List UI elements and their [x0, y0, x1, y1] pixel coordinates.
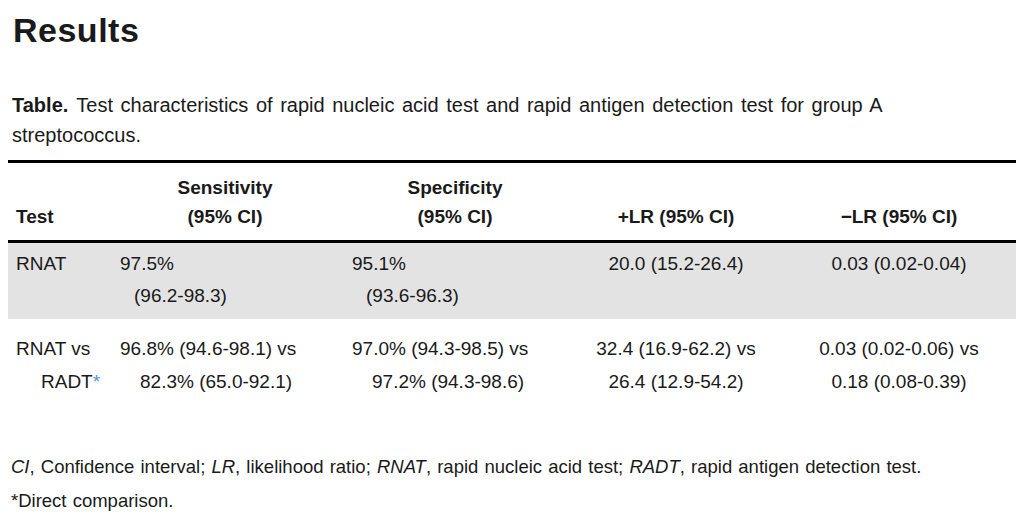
cell-specificity-line2: (93.6-96.3)	[352, 280, 570, 312]
abbr-rnat-definition: , rapid nucleic acid test;	[426, 456, 629, 477]
table-header-row: Test Sensitivity (95% CI) Specificity (9…	[8, 163, 1016, 240]
cell-sensitivity-line2: (96.2-98.3)	[120, 280, 340, 312]
cell-positive-lr: 20.0 (15.2-26.4)	[570, 248, 782, 312]
cell-test-line2-text: RADT	[41, 371, 93, 392]
cell-specificity-line1: 97.0% (94.3-98.5) vs	[352, 332, 570, 365]
cell-positive-lr-value: 20.0 (15.2-26.4)	[570, 248, 782, 280]
direct-comparison-note: *Direct comparison.	[11, 490, 1008, 511]
cell-positive-lr-line2: 26.4 (12.9-54.2)	[570, 365, 782, 398]
column-header-sensitivity: Sensitivity (95% CI)	[110, 173, 340, 231]
abbr-ci-definition: , Confidence interval;	[30, 456, 212, 477]
table-caption-label: Table.	[12, 94, 68, 116]
column-header-test: Test	[8, 202, 110, 231]
cell-sensitivity-line2: 82.3% (65.0-92.1)	[120, 365, 340, 398]
abbr-lr: LR	[211, 456, 235, 477]
column-header-sensitivity-line1: Sensitivity	[110, 173, 340, 202]
abbr-rnat: RNAT	[377, 456, 426, 477]
section-heading: Results	[13, 10, 1008, 50]
cell-sensitivity: 97.5% (96.2-98.3)	[110, 248, 340, 312]
cell-negative-lr-value: 0.03 (0.02-0.04)	[782, 248, 1016, 280]
column-header-specificity-line1: Specificity	[340, 173, 570, 202]
table-row-rnat: RNAT 97.5% (96.2-98.3) 95.1% (93.6-96.3)…	[8, 243, 1016, 319]
cell-sensitivity-line1: 96.8% (94.6-98.1) vs	[120, 332, 340, 365]
cell-positive-lr-line1: 32.4 (16.9-62.2) vs	[570, 332, 782, 365]
column-header-sensitivity-line2: (95% CI)	[110, 202, 340, 231]
cell-test-value: RNAT	[16, 248, 110, 280]
cell-negative-lr: 0.03 (0.02-0.06) vs 0.18 (0.08-0.39)	[782, 332, 1016, 398]
cell-sensitivity-line1: 97.5%	[120, 248, 340, 280]
abbr-radt-definition: , rapid antigen detection test.	[680, 456, 922, 477]
cell-positive-lr: 32.4 (16.9-62.2) vs 26.4 (12.9-54.2)	[570, 332, 782, 398]
cell-test-line1: RNAT vs	[16, 332, 110, 365]
cell-negative-lr-line2: 0.18 (0.08-0.39)	[782, 365, 1016, 398]
column-header-specificity: Specificity (95% CI)	[340, 173, 570, 231]
abbreviations-line: CI, Confidence interval; LR, likelihood …	[11, 456, 1008, 477]
cell-test-line2: RADT*	[16, 365, 110, 398]
column-header-specificity-line2: (95% CI)	[340, 202, 570, 231]
cell-test: RNAT	[8, 248, 110, 312]
cell-test: RNAT vs RADT*	[8, 332, 110, 398]
column-header-negative-lr: −LR (95% CI)	[782, 202, 1016, 231]
table-caption-text: Test characteristics of rapid nucleic ac…	[12, 94, 881, 146]
column-header-test-label: Test	[16, 202, 110, 231]
cell-negative-lr: 0.03 (0.02-0.04)	[782, 248, 1016, 312]
cell-sensitivity: 96.8% (94.6-98.1) vs 82.3% (65.0-92.1)	[110, 332, 340, 398]
column-header-positive-lr: +LR (95% CI)	[570, 202, 782, 231]
table-row-rnat-vs-radt: RNAT vs RADT* 96.8% (94.6-98.1) vs 82.3%…	[8, 319, 1016, 404]
column-header-negative-lr-label: −LR (95% CI)	[782, 202, 1016, 231]
cell-specificity-line2: 97.2% (94.3-98.6)	[352, 365, 570, 398]
abbr-radt: RADT	[629, 456, 679, 477]
column-header-positive-lr-label: +LR (95% CI)	[570, 202, 782, 231]
cell-specificity-line1: 95.1%	[352, 248, 570, 280]
table-footnotes: CI, Confidence interval; LR, likelihood …	[11, 456, 1008, 511]
footnote-asterisk-marker: *	[93, 371, 100, 392]
results-page: Results Table.Test characteristics of ra…	[0, 0, 1016, 525]
cell-specificity: 97.0% (94.3-98.5) vs 97.2% (94.3-98.6)	[340, 332, 570, 398]
cell-specificity: 95.1% (93.6-96.3)	[340, 248, 570, 312]
abbr-ci: CI	[11, 456, 30, 477]
table-caption: Table.Test characteristics of rapid nucl…	[12, 90, 1008, 150]
abbr-lr-definition: , likelihood ratio;	[235, 456, 377, 477]
cell-negative-lr-line1: 0.03 (0.02-0.06) vs	[782, 332, 1016, 365]
